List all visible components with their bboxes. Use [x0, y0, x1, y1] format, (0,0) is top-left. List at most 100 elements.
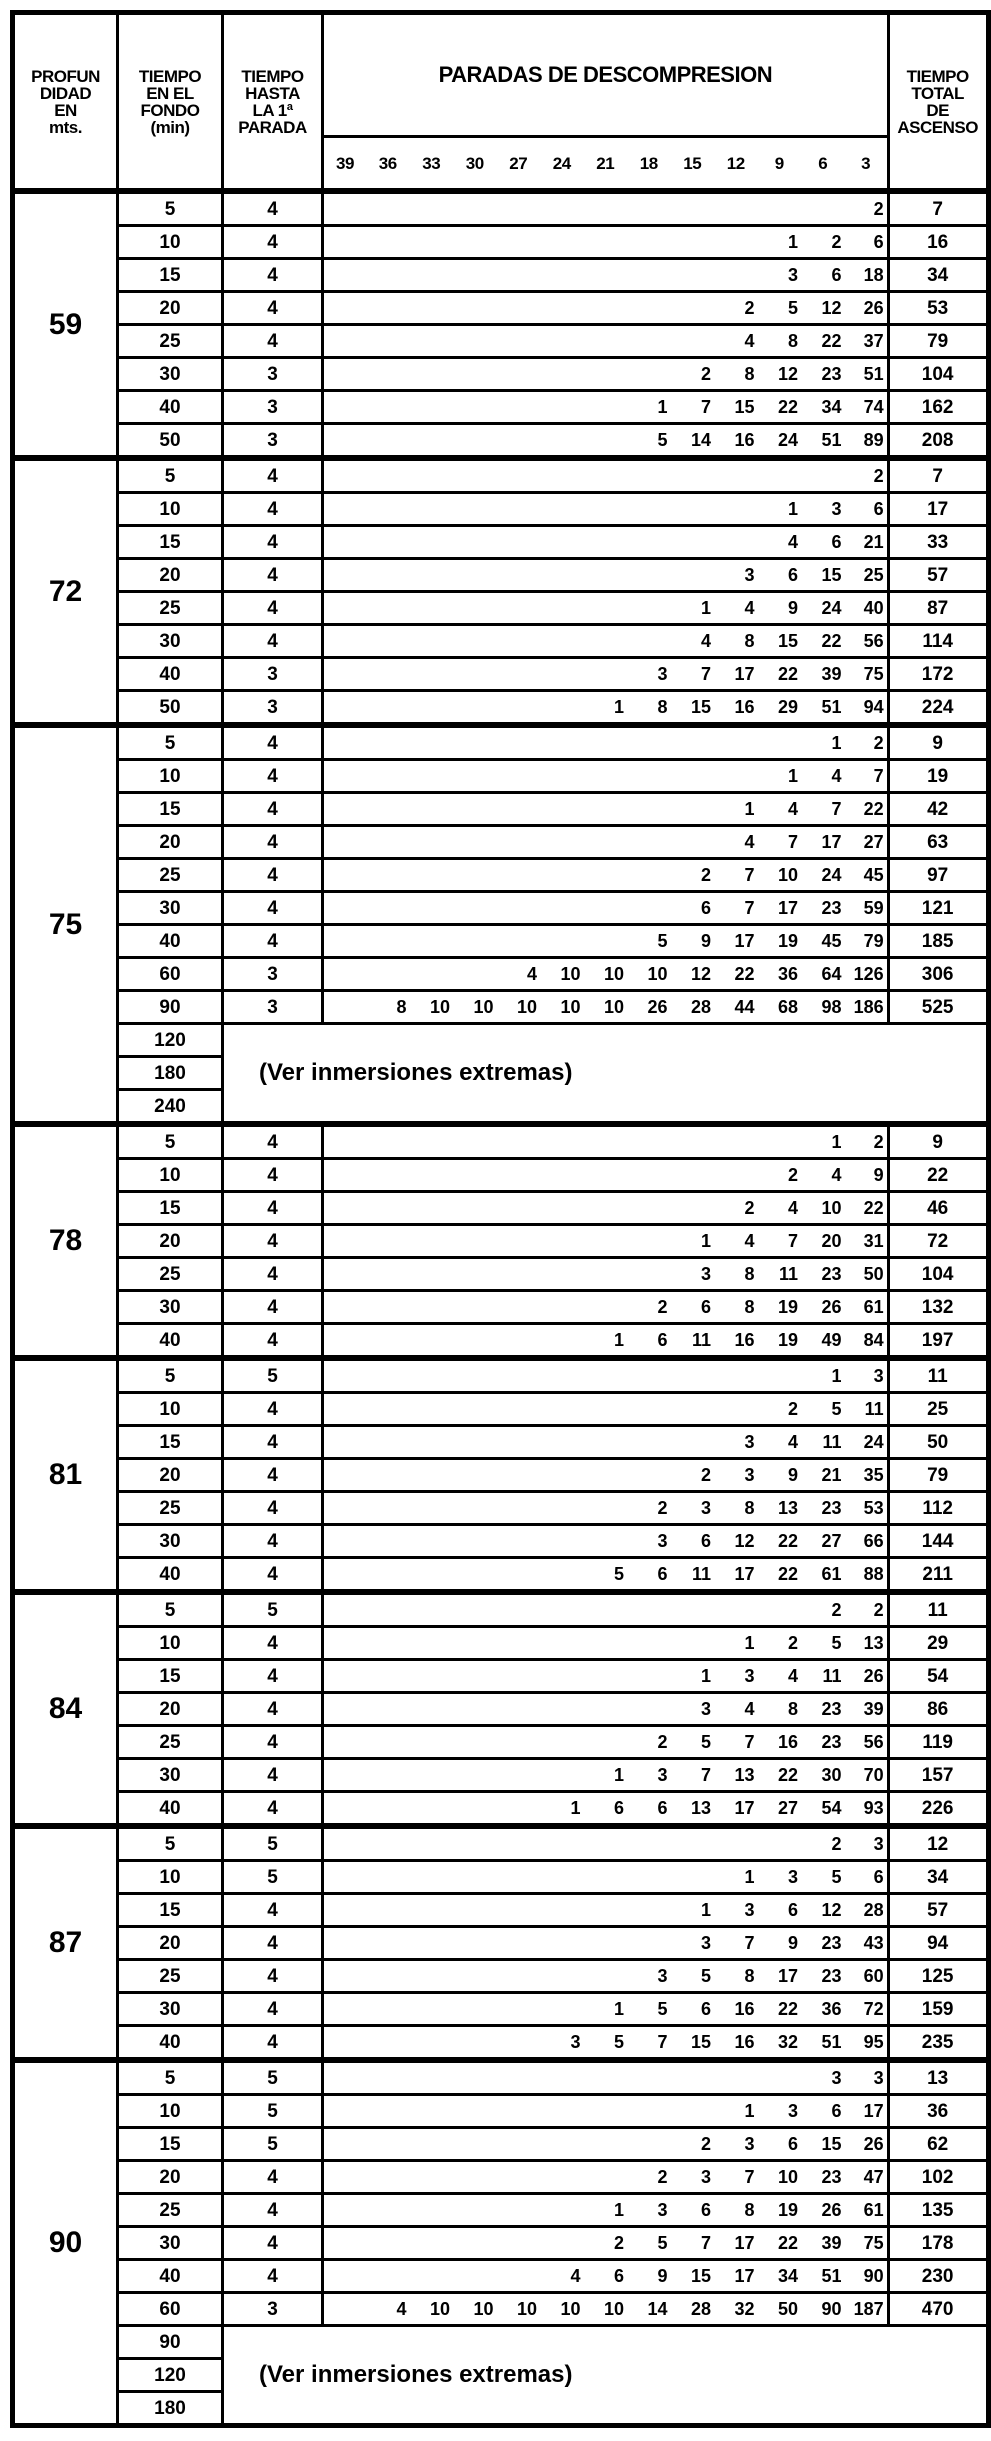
stop-time-cell: 3 — [757, 257, 801, 293]
bottom-time-cell: 10 — [116, 1859, 224, 1895]
stop-time-cell — [409, 1824, 453, 1862]
stop-time-cell — [409, 1958, 453, 1994]
depth-cell: 72 — [11, 456, 119, 727]
stop-time-cell: 39 — [844, 1691, 890, 1727]
stop-time-cell — [321, 2024, 366, 2062]
total-ascent-cell: 16 — [886, 224, 990, 260]
stop-time-cell — [714, 491, 758, 527]
stop-time-cell: 2 — [627, 2159, 671, 2195]
stop-time-cell — [321, 456, 366, 494]
stop-time-cell: 74 — [844, 389, 890, 425]
bottom-time-cell: 15 — [116, 1424, 224, 1460]
bottom-time-cell: 25 — [116, 1724, 224, 1760]
table-row: 25 4 2 3 8 13 23 53 112 — [13, 1490, 990, 1526]
stop-time-cell: 66 — [844, 1523, 890, 1559]
stop-time-cell: 3 — [627, 1757, 671, 1793]
first-stop-time-cell: 3 — [221, 356, 324, 392]
stop-time-cell — [540, 290, 584, 326]
stop-time-cell: 7 — [757, 1223, 801, 1259]
first-stop-time-cell: 4 — [221, 590, 324, 626]
stop-time-cell: 8 — [366, 989, 410, 1025]
stop-time-cell: 10 — [627, 956, 671, 992]
stop-time-cell — [540, 1691, 584, 1727]
stop-time-cell: 5 — [583, 1556, 627, 1594]
stop-time-cell — [453, 824, 497, 860]
stop-time-cell — [670, 1625, 714, 1661]
stop-time-cell: 17 — [757, 1958, 801, 1994]
stop-time-cell: 16 — [714, 689, 758, 727]
stop-time-cell — [496, 1289, 540, 1325]
bottom-time-cell: 40 — [116, 1556, 224, 1594]
stop-time-cell: 4 — [540, 2258, 584, 2294]
stop-time-cell: 8 — [714, 1958, 758, 1994]
stop-time-cell: 23 — [801, 1958, 845, 1994]
stop-time-cell — [583, 290, 627, 326]
header-line: PARADA — [238, 117, 307, 137]
table-row: 50 3 1 8 15 16 29 51 94 224 — [13, 689, 990, 727]
stop-time-cell — [496, 1322, 540, 1360]
stop-time-cell — [496, 189, 540, 227]
stop-time-cell — [496, 2258, 540, 2294]
stop-time-cell: 7 — [844, 758, 890, 794]
stop-time-cell — [540, 389, 584, 425]
stop-time-cell: 1 — [540, 1790, 584, 1828]
stop-time-cell — [540, 2192, 584, 2228]
stop-time-cell: 6 — [627, 1556, 671, 1594]
stop-time-cell — [321, 656, 366, 692]
stop-time-cell — [366, 189, 410, 227]
stop-time-cell: 16 — [714, 2024, 758, 2062]
bottom-time-cell: 30 — [116, 356, 224, 392]
stop-time-cell — [583, 1523, 627, 1559]
bottom-time-cell: 15 — [116, 1892, 224, 1928]
stop-time-cell: 3 — [757, 1859, 801, 1895]
stop-time-cell: 45 — [801, 923, 845, 959]
stop-time-cell — [583, 1424, 627, 1460]
stop-time-cell: 32 — [714, 2291, 758, 2327]
stop-time-cell — [496, 1556, 540, 1594]
stop-time-cell — [583, 890, 627, 926]
stop-time-cell — [321, 1289, 366, 1325]
stop-time-cell: 2 — [714, 290, 758, 326]
stop-time-cell: 6 — [583, 1790, 627, 1828]
total-ascent-cell: 19 — [886, 758, 990, 794]
depth-group: 59 5 4 2 7 10 4 1 2 6 16 15 4 3 6 18 34 20 4 2 5 12 26 53 25 4 4 8 2… — [11, 189, 990, 460]
stop-time-cell — [366, 723, 410, 761]
stop-time-cell — [366, 791, 410, 827]
total-ascent-cell: 226 — [886, 1790, 990, 1828]
stop-time-cell: 6 — [801, 2093, 845, 2129]
first-stop-time-cell: 4 — [221, 1122, 324, 1160]
stop-time-cell — [409, 656, 453, 692]
stop-time-cell: 2 — [627, 1289, 671, 1325]
total-ascent-cell: 144 — [886, 1523, 990, 1559]
stop-time-cell — [670, 290, 714, 326]
table-row: 180 — [13, 2390, 989, 2427]
stop-time-cell: 2 — [670, 857, 714, 893]
stop-time-cell — [321, 2291, 366, 2327]
bottom-time-cell: 15 — [116, 524, 224, 560]
stop-time-cell — [583, 623, 627, 659]
stop-time-cell: 12 — [757, 356, 801, 392]
stop-time-cell: 26 — [844, 290, 890, 326]
stop-time-cell — [453, 189, 497, 227]
stop-depth-header: 27 — [496, 135, 540, 193]
stop-time-cell: 10 — [583, 989, 627, 1025]
table-row: 78 5 4 1 2 9 — [11, 1122, 990, 1360]
stop-time-cell: 5 — [627, 2225, 671, 2261]
stop-time-cell — [366, 1925, 410, 1961]
table-row: 20 4 2 3 9 21 35 79 — [13, 1457, 990, 1493]
stop-time-cell — [627, 1892, 671, 1928]
stop-time-cell: 24 — [801, 590, 845, 626]
stop-time-cell — [321, 1523, 366, 1559]
stop-time-cell — [583, 2159, 627, 2195]
total-ascent-cell: 119 — [886, 1724, 990, 1760]
stop-time-cell: 2 — [801, 224, 845, 260]
stop-time-cell — [496, 2126, 540, 2162]
stop-time-cell — [540, 1457, 584, 1493]
stop-time-cell: 37 — [844, 323, 890, 359]
stop-time-cell: 10 — [496, 989, 540, 1025]
stop-time-cell — [366, 2058, 410, 2096]
depth-cell: 75 — [11, 723, 119, 1126]
stop-time-cell: 68 — [757, 989, 801, 1025]
stop-time-cell — [321, 2058, 366, 2096]
table-row: 90 5 5 3 3 13 — [11, 2058, 990, 2427]
